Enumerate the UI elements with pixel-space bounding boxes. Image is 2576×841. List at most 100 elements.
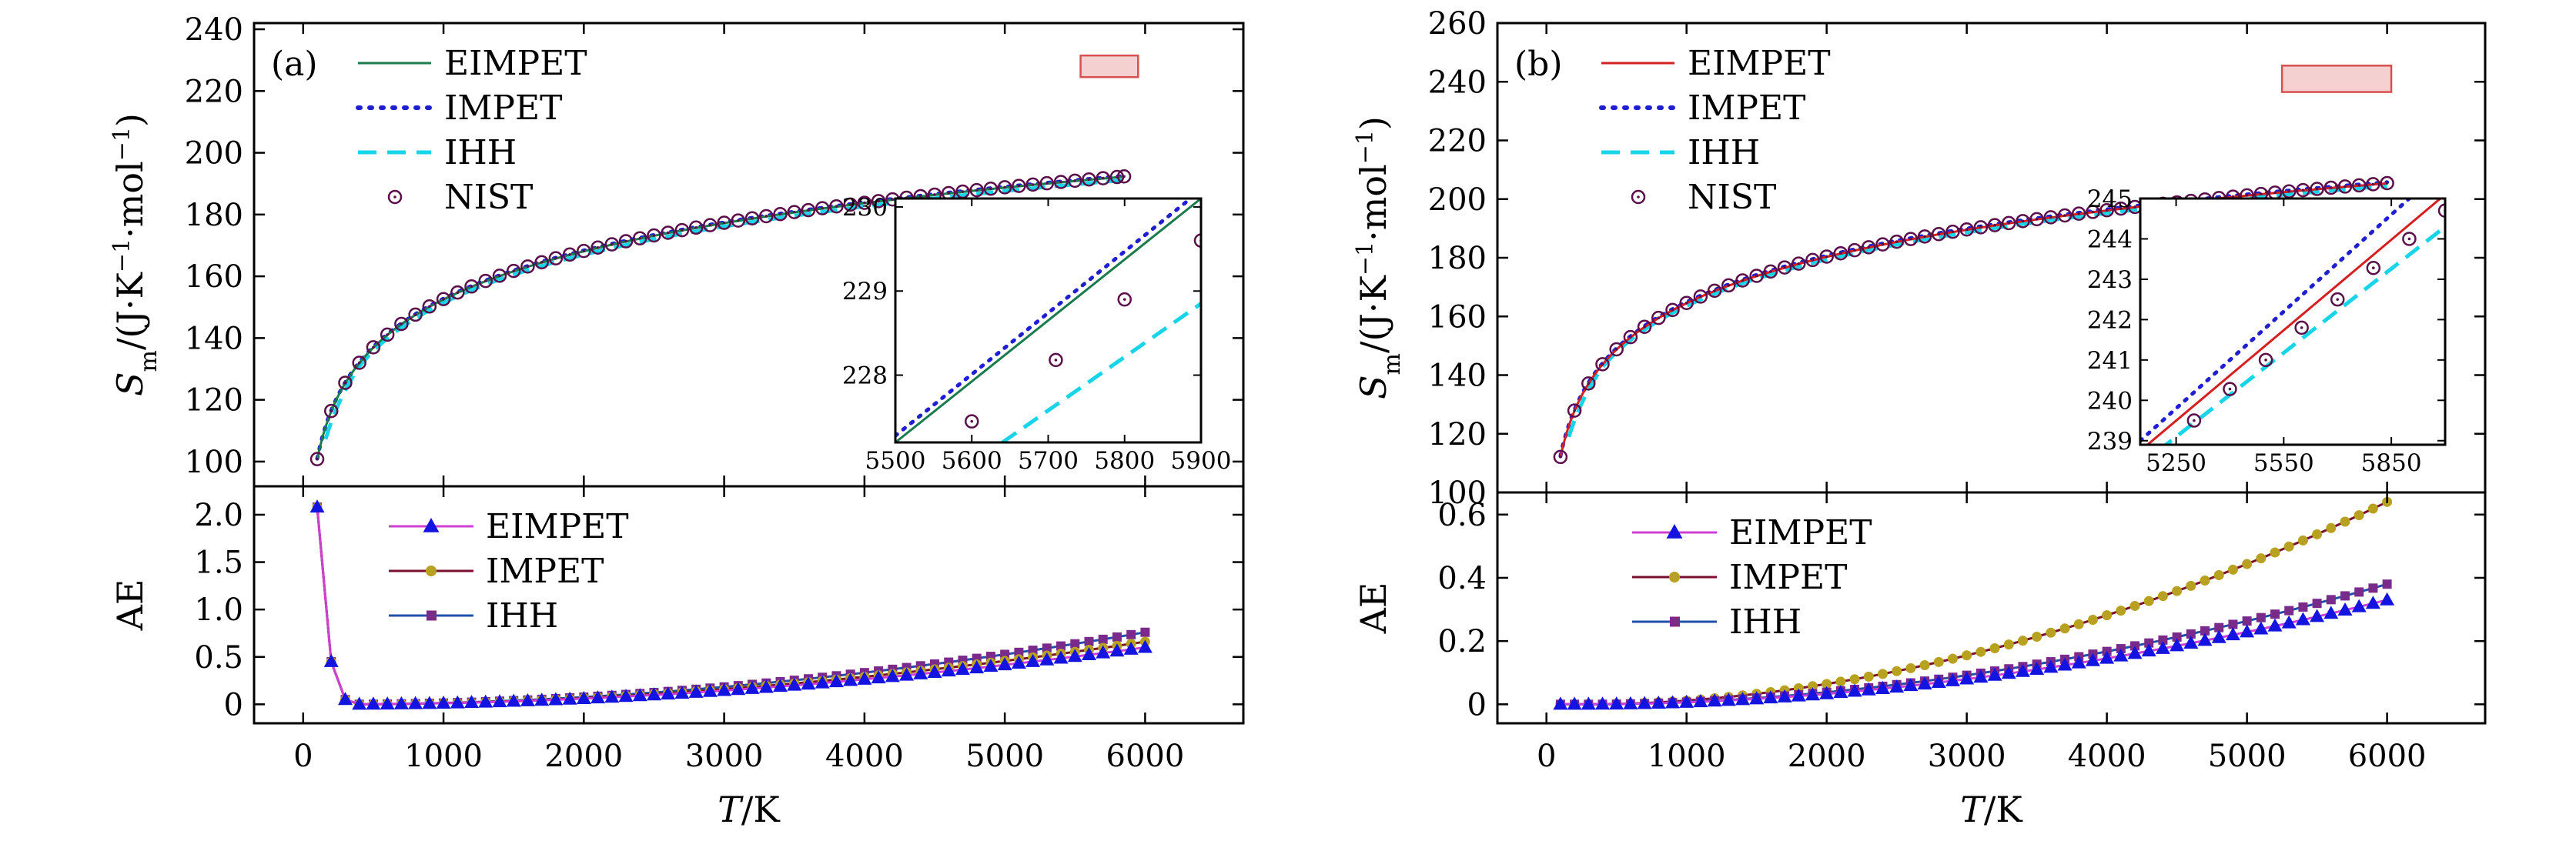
ae-eimpet-point [309, 499, 325, 513]
bottom-ytick-label: 1.5 [194, 546, 243, 581]
nist-point-center [1587, 382, 1591, 385]
ae-eimpet-point [2029, 662, 2045, 676]
nist-point [857, 195, 872, 210]
top-ytick-label: 100 [1428, 476, 1487, 511]
nist-point [436, 292, 451, 307]
ae-eimpet-point [717, 682, 732, 696]
nist-point-center [2133, 205, 2136, 209]
nist-point-center [2315, 187, 2319, 191]
nist-point-center [1629, 335, 1632, 339]
ae-eimpet-point [2365, 596, 2380, 609]
ylabel-part: −1 [109, 127, 135, 161]
inset-nist-point [2223, 382, 2237, 396]
ae-eimpet-point [1651, 696, 1666, 709]
ae-ihh-point [1126, 629, 1136, 639]
ae-eimpet-point [1109, 643, 1125, 657]
nist-point-center [526, 265, 530, 269]
nist-point-center [1769, 270, 1772, 273]
ae-ihh-point [2228, 619, 2238, 629]
ae-impet-point [1919, 660, 1930, 671]
ae-eimpet-point [773, 679, 788, 692]
xlabel-part: /K [741, 789, 781, 830]
nist-point [1862, 240, 1876, 255]
bottom-axes-frame [253, 485, 1245, 725]
nist-point [997, 180, 1012, 195]
nist-point [1987, 218, 2002, 232]
inset-nist-point [1193, 233, 1201, 248]
nist-point [1679, 295, 1694, 310]
inset-xtick-label: 5700 [1018, 447, 1079, 475]
bottom-ytick-label: 1.0 [194, 592, 243, 628]
nist-point [590, 240, 605, 255]
ae-eimpet-point [2043, 659, 2059, 673]
ae-eimpet-point [899, 667, 915, 681]
xlabel-part: /K [1984, 789, 2023, 830]
ae-ihh-line [316, 506, 1146, 706]
ae-eimpet-line [316, 506, 1146, 706]
nist-point-center [1657, 316, 1661, 319]
nist-point [843, 197, 858, 212]
ae-eimpet-point [492, 694, 507, 708]
legend-nist-swatch [1631, 189, 1646, 205]
nist-point-center [2371, 182, 2375, 186]
inset-frame [2139, 197, 2447, 446]
legend-ae-marker [427, 610, 437, 621]
ae-eimpet-point [422, 696, 437, 709]
ae-ihh-point [1042, 643, 1052, 653]
nist-point-center [2231, 195, 2235, 199]
nist-point-center [413, 313, 417, 316]
nist-point-center [1839, 252, 1842, 255]
nist-point-center [989, 187, 992, 191]
inset-xtick-label: 5600 [942, 447, 1002, 475]
nist-point-center [1825, 255, 1828, 259]
nist-point-center [2301, 189, 2305, 192]
nist-point [562, 247, 577, 262]
ae-eimpet-point [1875, 681, 1890, 695]
bottom-ytick-label: 2.0 [194, 498, 243, 533]
inset-nist-point [2330, 292, 2345, 307]
ae-eimpet-point [1594, 696, 1610, 710]
ae-eimpet-point [1917, 676, 1932, 690]
ae-impet-line [316, 506, 1146, 706]
ae-eimpet-point [2267, 618, 2283, 632]
inset-xtick-label: 5250 [2146, 449, 2206, 477]
nist-point-center [1993, 223, 1996, 227]
nist-point-center [483, 279, 487, 282]
bottom-xtick-label: 4000 [825, 739, 904, 774]
nist-point [577, 243, 591, 259]
inset-ytick-label: 241 [2087, 347, 2133, 375]
nist-point-center [582, 249, 586, 252]
ae-eimpet-point [352, 696, 367, 710]
ae-eimpet-point [1623, 696, 1638, 709]
ae-impet-point [2172, 586, 2183, 596]
nist-point-center [2119, 207, 2123, 210]
nist-point [829, 199, 844, 214]
bottom-ylabel: AE [109, 579, 151, 632]
ae-eimpet-point [2170, 638, 2185, 652]
nist-point [2310, 182, 2324, 196]
nist-point [871, 194, 886, 209]
nist-point-center [778, 212, 782, 216]
ae-eimpet-point [2295, 612, 2310, 626]
nist-point [1875, 237, 1890, 252]
nist-point [2016, 214, 2030, 229]
nist-point [2029, 212, 2044, 227]
ae-ihh-point [1084, 636, 1094, 646]
ylabel-part: m [135, 350, 162, 372]
nist-point-center [961, 190, 965, 193]
bottom-ylabel: AE [1353, 582, 1394, 635]
ae-impet-point [2157, 591, 2168, 602]
ae-eimpet-point [1609, 696, 1624, 710]
inset-nist-point [1117, 292, 1132, 307]
nist-point [366, 340, 381, 355]
nist-point [1581, 376, 1596, 391]
bottom-axes-frame [1496, 491, 2487, 725]
ae-eimpet-point [1945, 672, 1960, 686]
bottom-ytick-label: 0 [1467, 687, 1487, 723]
bottom-xtick-label: 0 [293, 739, 313, 774]
nist-point-center [1937, 232, 1941, 236]
legend-label: EIMPET [444, 44, 587, 83]
legend-ae-marker [423, 518, 440, 532]
nist-point [1819, 249, 1834, 264]
ae-eimpet-point [534, 692, 550, 706]
